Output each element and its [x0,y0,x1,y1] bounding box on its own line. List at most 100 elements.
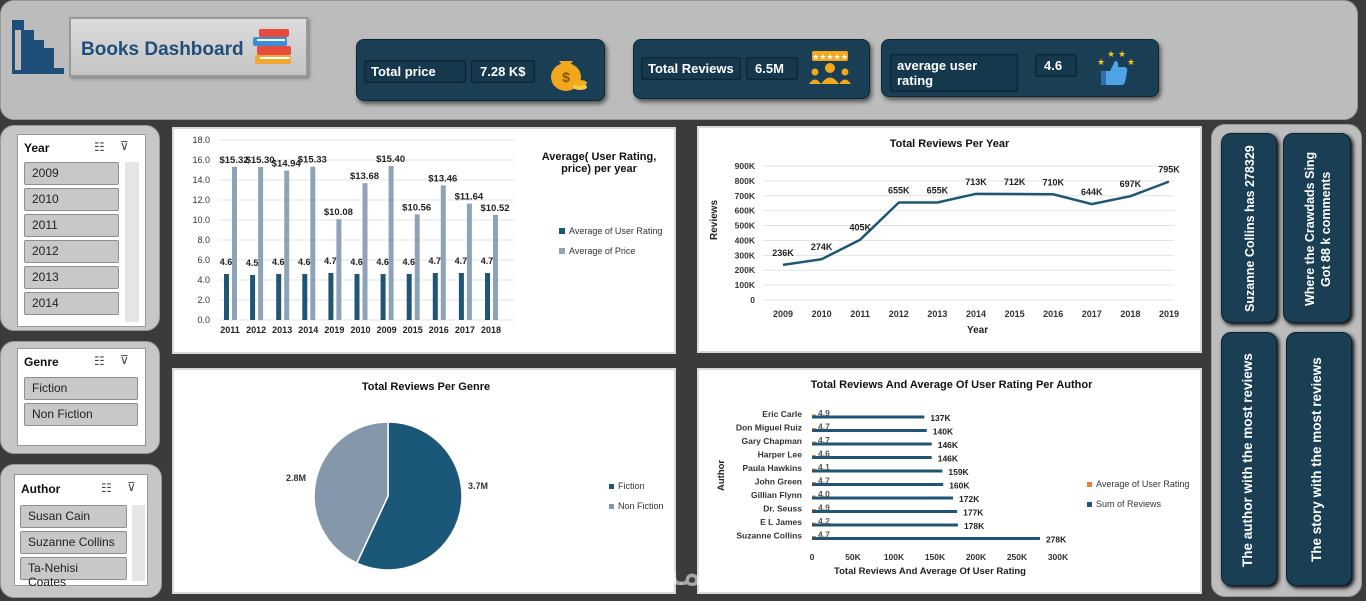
y-tick-label: 400K [735,235,756,245]
svg-text:$: $ [562,69,570,85]
year-item-2010[interactable]: 2010 [24,188,119,211]
y-tick-label: 600K [735,206,756,216]
clear-filter-icon[interactable]: ⊽ [120,353,129,367]
price-data-label: $14.94 [272,159,302,170]
price-data-label: $10.52 [480,203,509,214]
price-bar [232,166,237,320]
reviews-per-genre-title: Total Reviews Per Genre [361,381,491,393]
author-item-suzanne-collins[interactable]: Suzanne Collins [20,531,127,554]
price-data-label: $13.46 [428,173,457,184]
x-tick-label: 2011 [850,309,870,319]
year-item-2013[interactable]: 2013 [24,266,119,289]
author-item-susan-cain[interactable]: Susan Cain [20,505,127,528]
rating-price-chart: 0.0 2.0 4.0 6.0 8.0 10.0 12.0 14.0 16.0 18.0 4.6 $1… [192,135,515,335]
clear-filter-icon[interactable]: ⊽ [120,139,129,153]
reviews-per-author-title: Total Reviews And Average Of User Rating… [810,379,1093,391]
price-bar [414,214,420,320]
rating-bar [354,274,360,320]
reviews-per-year-xlabel: Year [967,325,989,336]
line-data-label: 697K [1120,179,1142,189]
reviews-bar [812,510,958,513]
x-tick-label: 2009 [377,325,397,335]
insight-card-author-most-reviews: The author with the most reviews [1221,332,1277,586]
rating-data-label: 4.1 [818,462,830,472]
year-item-2014[interactable]: 2014 [24,292,119,315]
price-bar [466,203,472,320]
insight-top-story-text: Where the Crawdads Sing Got 88 k comment… [1303,151,1333,307]
x-tick-label: 2011 [220,325,240,335]
y-tick-label: 16.0 [192,155,210,165]
reviews-people-icon: ★★★★★ [808,51,852,90]
author-slicer: Author ☷ ⊽ Susan Cain Suzanne Collins Ta… [14,474,148,589]
insight-author-most-reviews-text: The author with the most reviews [1240,353,1255,567]
line-data-label: 710K [1042,177,1064,187]
reviews-data-label: 178K [964,521,985,531]
x-tick-label: 200K [966,552,987,562]
year-slicer-title: Year [24,141,50,155]
y-tick-label: 6.0 [197,255,210,265]
rating-data-label: 4.7 [818,422,830,432]
rating-data-label: 4.7 [429,256,442,266]
x-tick-label: 2018 [481,325,501,335]
x-tick-label: 300K [1048,552,1069,562]
legend-fiction: Fiction [609,481,645,491]
books-icon [251,27,295,74]
rating-data-label: 4.6 [818,449,830,459]
rating-data-label: 4.6 [272,257,285,267]
x-tick-label: 100K [884,552,905,562]
multi-select-icon[interactable]: ☷ [94,354,105,368]
x-tick-label: 2010 [350,325,370,335]
rating-data-label: 4.9 [818,408,830,418]
clear-filter-icon[interactable]: ⊽ [127,480,136,494]
genre-item-non-fiction[interactable]: Non Fiction [24,403,138,426]
reviews-per-year-chart: 0 100K 200K 300K 400K 500K 600K 700K 800K 900K 200… [735,161,1181,319]
line-data-label: 236K [772,248,794,258]
y-tick-label: 0 [750,295,755,305]
author-item-ta-nehisi-coates[interactable]: Ta-Nehisi Coates [20,557,127,589]
reviews-data-label: 177K [963,508,984,518]
y-tick-label: 100K [735,280,756,290]
line-data-label: 655K [888,185,910,195]
reviews-data-label: 159K [948,467,969,477]
kpi-total-price-value: 7.28 K$ [471,60,535,83]
rating-data-label: 4.6 [376,257,389,267]
rating-data-label: 4.0 [818,489,830,499]
reviews-bar [812,523,958,527]
rating-bar [276,274,282,320]
year-item-2009[interactable]: 2009 [24,162,119,185]
y-tick-label: 900K [735,161,756,171]
reviews-bar [812,496,954,500]
reviews-data-label: 137K [930,413,951,423]
x-tick-label: 2016 [429,325,449,335]
svg-text:★: ★ [1107,49,1115,59]
year-item-2012[interactable]: 2012 [24,240,119,263]
kpi-total-price: Total price 7.28 K$ $ [356,39,605,101]
rating-price-title-line2: price) per year [561,163,637,175]
multi-select-icon[interactable]: ☷ [94,140,105,154]
genre-item-fiction[interactable]: Fiction [24,377,138,400]
y-tick-label: 500K [735,221,756,231]
rating-bar [485,273,490,320]
kpi-total-price-label: Total price [364,60,466,83]
genre-slicer-title: Genre [24,355,59,369]
y-tick-label: 700K [735,191,756,201]
dashboard-title-box: Books Dashboard [69,17,308,77]
genre-slicer: Genre ☷ ⊽ Fiction Non Fiction [17,348,146,446]
author-slicer-scrollbar[interactable] [132,505,145,581]
multi-select-icon[interactable]: ☷ [101,481,112,495]
line-data-label: 712K [1004,177,1026,187]
rating-data-label: 4.6 [350,257,363,267]
pie-slice-non-fiction [313,421,389,565]
year-slicer-scrollbar[interactable] [125,162,139,322]
line-data-label: 795K [1158,165,1180,175]
rating-data-label: 4.6 [298,257,311,267]
x-tick-label: 2015 [1005,309,1025,319]
reviews-data-label: 146K [938,454,959,464]
svg-text:★★★★★: ★★★★★ [812,53,848,62]
price-data-label: $15.33 [298,155,327,166]
x-tick-label: 2015 [403,325,423,335]
year-item-2011[interactable]: 2011 [24,214,119,237]
rating-data-label: 4.7 [818,476,830,486]
y-tick-label: 800K [735,176,756,186]
rating-data-label: 4.6 [402,257,415,267]
